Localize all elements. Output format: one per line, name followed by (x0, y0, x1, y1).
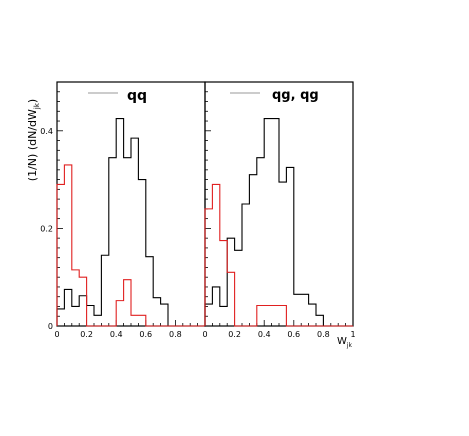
histogram-series-0 (56, 118, 205, 327)
x-tick-label: 0.8 (317, 330, 330, 339)
x-tick-label: 0.4 (258, 330, 271, 339)
y-axis-title: (1/N) (dN/dWjk) (26, 99, 41, 181)
histogram-series-1 (56, 164, 205, 327)
histogram-series-0 (204, 118, 353, 327)
x-tick-label: 0 (54, 330, 59, 339)
series-group (56, 118, 205, 327)
histogram-series-1 (204, 183, 353, 327)
x-tick-label: 0.2 (228, 330, 241, 339)
x-tick-label: 0.8 (169, 330, 182, 339)
y-tick-label: 0 (48, 322, 53, 331)
x-tick-labels: 0 0.2 0.4 0.6 0.8 1 (202, 330, 355, 339)
x-tick-label: 1 (350, 330, 355, 339)
panel-qg: qg, qg 0 0.2 0.4 0.6 0.8 1 (202, 81, 356, 339)
x-tick-labels: 0 0.2 0.4 0.6 0.8 (54, 330, 181, 339)
x-axis-title: Wjk (337, 336, 353, 349)
panel-label: qq (127, 88, 147, 104)
panel-qq: qq 0 0.2 0.4 0 0.2 0.4 0.6 0.8 (40, 81, 206, 339)
x-tick-label: 0.2 (80, 330, 93, 339)
x-tick-label: 0.6 (139, 330, 152, 339)
series-group (204, 118, 353, 327)
y-tick-label: 0.2 (40, 224, 53, 233)
x-tick-label: 0.4 (110, 330, 123, 339)
y-tick-labels: 0 0.2 0.4 (40, 127, 53, 331)
panel-label: qg, qg (272, 88, 319, 103)
x-tick-label: 0.6 (287, 330, 300, 339)
y-tick-label: 0.4 (40, 127, 53, 136)
x-tick-label: 0 (202, 330, 207, 339)
